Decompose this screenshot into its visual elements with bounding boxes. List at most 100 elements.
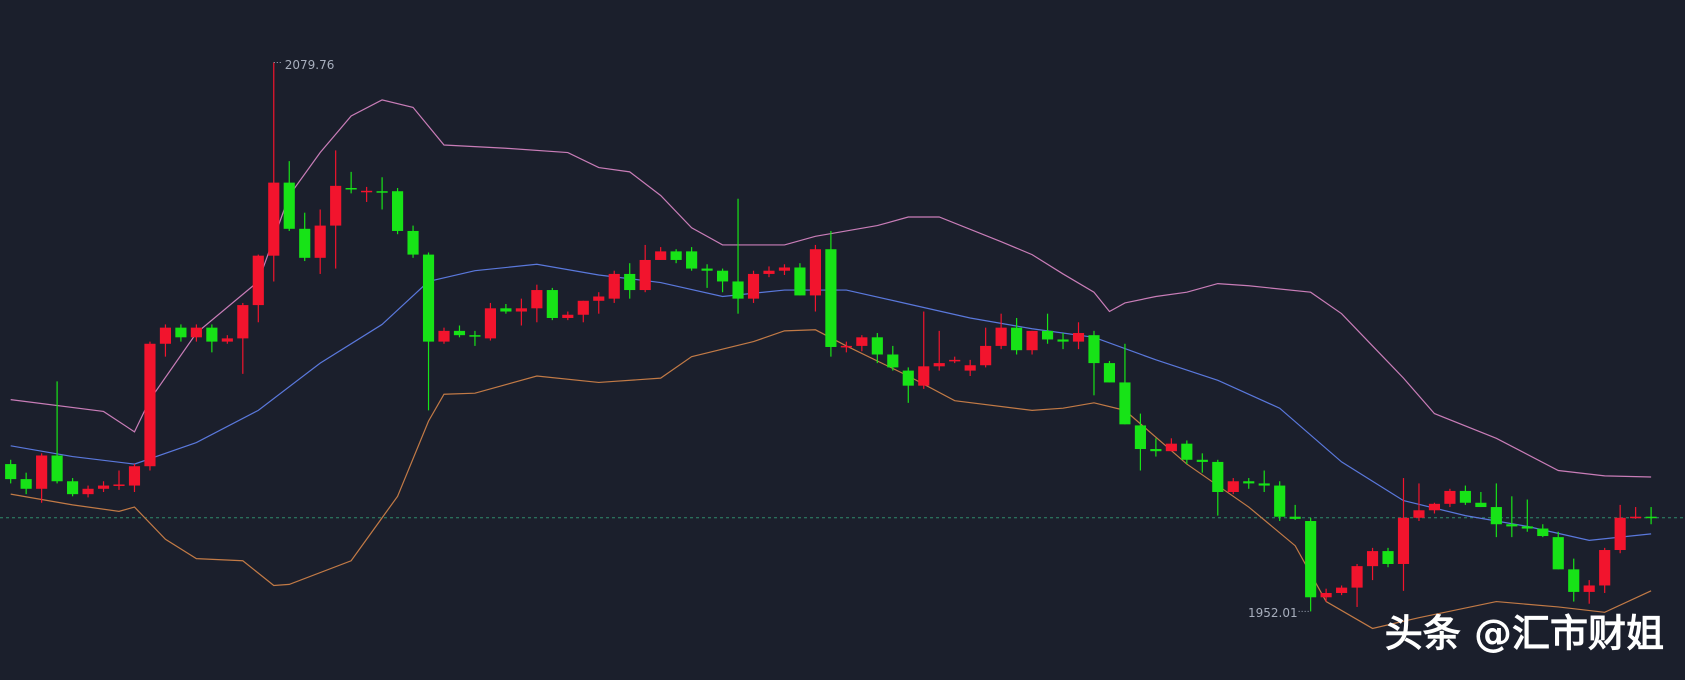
candle-body [1599, 550, 1611, 586]
candle-body [1165, 443, 1177, 452]
candle-body [1274, 485, 1286, 517]
band-line [10, 99, 1652, 478]
candle-body [67, 481, 79, 495]
candle-body [1103, 363, 1116, 383]
candle-body [1397, 517, 1410, 564]
candle-body [438, 330, 450, 342]
candle-body [330, 185, 342, 226]
candle-body [794, 267, 806, 296]
candle-body [1537, 528, 1549, 537]
candle-body [422, 254, 435, 342]
candle-body [918, 366, 930, 386]
candle-body [1057, 339, 1069, 342]
candle-body [1227, 481, 1239, 493]
watermark: 头条 @汇市财姐 [1385, 612, 1664, 656]
candle-body [716, 270, 729, 282]
candle-body [1026, 330, 1038, 351]
candle-body [1320, 592, 1332, 598]
candle-body [1583, 585, 1595, 592]
candle-body [747, 273, 760, 299]
candle-body [639, 259, 651, 291]
candle-body [1336, 587, 1348, 593]
candle-body [51, 455, 63, 482]
candle-body [1041, 330, 1054, 340]
candle-body [949, 359, 961, 362]
candle-body [1568, 569, 1580, 592]
candle-body [268, 182, 280, 256]
candle-body [221, 338, 233, 342]
candle-body [144, 343, 156, 467]
candle-body [1072, 333, 1085, 342]
candle-body [345, 187, 357, 190]
candle-body [778, 267, 791, 271]
high-label: 2079.76 [285, 58, 335, 72]
candle-body [299, 228, 311, 258]
candles [5, 62, 1657, 612]
candle-body [933, 363, 945, 367]
candle-body [593, 296, 605, 301]
candle-body [1506, 524, 1518, 527]
band-line [10, 329, 1652, 630]
candle-body [484, 308, 496, 339]
low-label: 1952.01 [1248, 606, 1298, 620]
candle-body [1366, 551, 1379, 567]
candle-body [1490, 507, 1502, 525]
candle-body [1119, 382, 1131, 425]
candle-body [159, 327, 172, 344]
candle-body [82, 488, 94, 495]
candle-body [1444, 490, 1456, 504]
candle-body [1428, 503, 1441, 511]
candle-body [190, 327, 202, 338]
candle-body [1614, 517, 1626, 551]
candle-body [856, 337, 868, 346]
candle-body [113, 484, 125, 486]
candle-body [252, 255, 264, 306]
candle-body [577, 300, 589, 315]
candle-body [392, 191, 404, 231]
candle-body [237, 305, 249, 339]
candle-body [97, 485, 110, 489]
candle-body [655, 251, 667, 260]
candle-body [453, 330, 466, 336]
candle-body [1212, 461, 1224, 493]
candle-body [1459, 490, 1471, 503]
candle-body [732, 281, 744, 299]
candle-body [1382, 551, 1394, 564]
candle-body [701, 268, 713, 271]
candle-body [407, 230, 419, 255]
candle-body [1181, 443, 1193, 460]
candle-body [36, 455, 48, 489]
candle-body [469, 335, 481, 337]
candle-body [283, 182, 295, 229]
candle-body [608, 273, 620, 299]
candle-body [1196, 459, 1208, 462]
candle-body [686, 251, 698, 269]
candle-body [20, 479, 32, 489]
candle-body [206, 327, 218, 342]
candle-body [500, 308, 512, 312]
candle-body [670, 251, 682, 260]
candle-body [1630, 516, 1642, 519]
candle-body [515, 308, 527, 312]
candle-body [1521, 526, 1533, 529]
candle-body [871, 337, 883, 355]
candle-body [763, 270, 775, 274]
candle-body [531, 290, 543, 309]
candle-body [1088, 335, 1100, 364]
candle-body [809, 249, 821, 296]
candle-body [314, 225, 326, 258]
candle-body [128, 466, 141, 486]
candle-body [964, 365, 976, 371]
candle-body [902, 370, 914, 386]
candle-body [995, 327, 1007, 346]
candle-body [175, 327, 187, 338]
candle-body [887, 354, 899, 368]
candle-body [1150, 449, 1162, 452]
candle-body [546, 290, 558, 318]
candle-body [1258, 483, 1270, 486]
candle-body [1289, 516, 1301, 519]
candle-body [1645, 516, 1657, 519]
